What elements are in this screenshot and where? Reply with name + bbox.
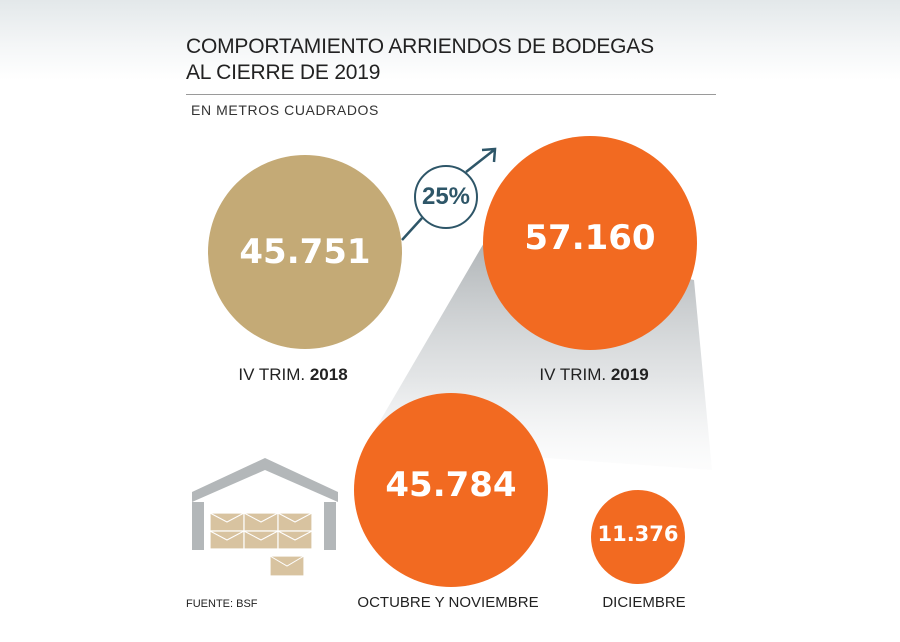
value-label-q4-2019: 57.160 (524, 218, 656, 258)
warehouse-icon (192, 458, 338, 577)
category-label-q4-2018-year: 2018 (309, 365, 348, 384)
growth-badge: 25% (414, 165, 478, 229)
category-label-q4-2019-text: IV TRIM. (539, 365, 611, 384)
chart-title-line2: AL CIERRE DE 2019 (186, 61, 381, 84)
growth-label: 25% (421, 183, 471, 210)
source-note: FUENTE: BSF (186, 598, 258, 610)
category-label-q4-2018: IV TRIM. 2018 (238, 365, 347, 385)
category-label-dic: DICIEMBRE (602, 594, 686, 611)
bubble-q4-2019: 57.160 (483, 136, 697, 350)
category-label-q4-2019: IV TRIM. 2019 (539, 365, 648, 385)
chart-title-line1: COMPORTAMIENTO ARRIENDOS DE BODEGAS (186, 35, 654, 58)
title-divider (186, 94, 716, 95)
category-label-q4-2019-year: 2019 (610, 365, 649, 384)
value-label-oct-nov: 45.784 (385, 465, 517, 505)
bubble-oct-nov: 45.784 (354, 393, 548, 587)
value-label-q4-2018: 45.751 (239, 232, 371, 272)
arrow-up-right-icon (401, 147, 497, 241)
category-label-q4-2018-text: IV TRIM. (238, 365, 310, 384)
bubble-q4-2018: 45.751 (208, 155, 402, 349)
value-label-dic: 11.376 (597, 522, 679, 546)
bubble-dic: 11.376 (591, 490, 685, 584)
category-label-oct-nov: OCTUBRE Y NOVIEMBRE (357, 594, 539, 611)
chart-title: COMPORTAMIENTO ARRIENDOS DE BODEGAS AL C… (186, 34, 726, 86)
unit-subtitle: EN METROS CUADRADOS (191, 102, 379, 118)
